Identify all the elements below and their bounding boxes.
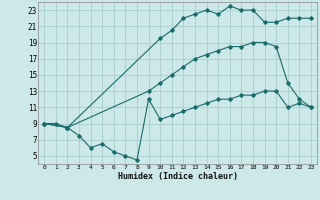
X-axis label: Humidex (Indice chaleur): Humidex (Indice chaleur) [118,172,238,181]
